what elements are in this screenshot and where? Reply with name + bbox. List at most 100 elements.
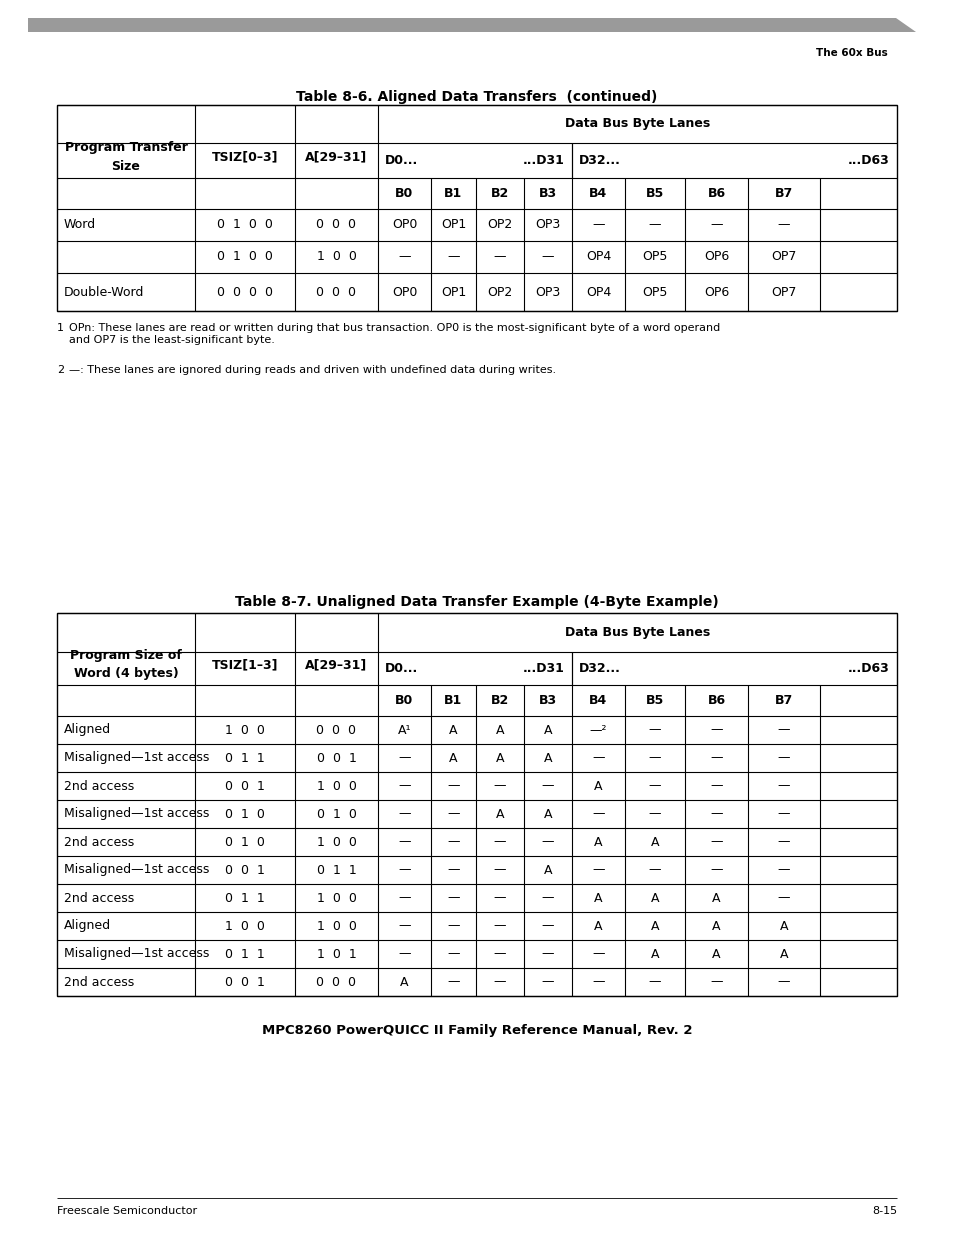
Text: A¹: A¹: [397, 724, 411, 736]
Text: —: —: [397, 920, 411, 932]
Text: —: —: [777, 219, 789, 231]
Text: 0  1  1: 0 1 1: [225, 752, 265, 764]
Text: OP7: OP7: [771, 251, 796, 263]
Text: 0  1  1: 0 1 1: [316, 863, 356, 877]
Text: —: —: [709, 808, 722, 820]
Text: A: A: [496, 808, 504, 820]
Text: A: A: [712, 947, 720, 961]
Text: A: A: [496, 724, 504, 736]
Text: A: A: [712, 892, 720, 904]
Text: A: A: [449, 724, 457, 736]
Text: A: A: [594, 779, 602, 793]
Text: 0  0  0: 0 0 0: [316, 724, 356, 736]
Text: 0  1  0  0: 0 1 0 0: [217, 219, 273, 231]
Text: B2: B2: [491, 694, 509, 706]
Text: 0  0  1: 0 0 1: [225, 779, 265, 793]
Text: —: —: [447, 976, 459, 988]
Text: —: —: [494, 892, 506, 904]
Text: Freescale Semiconductor: Freescale Semiconductor: [57, 1207, 197, 1216]
Text: —: —: [709, 976, 722, 988]
Text: Misaligned—1st access: Misaligned—1st access: [64, 863, 209, 877]
Text: —: —: [397, 863, 411, 877]
Text: OP0: OP0: [392, 219, 416, 231]
Text: 0  1  1: 0 1 1: [225, 892, 265, 904]
Text: —: —: [648, 976, 660, 988]
Text: —: —: [397, 836, 411, 848]
Text: 0  1  0: 0 1 0: [316, 808, 356, 820]
Text: —: —: [592, 752, 604, 764]
Text: B3: B3: [538, 694, 557, 706]
Text: 1  0  0: 1 0 0: [225, 920, 265, 932]
Text: A[29–31]: A[29–31]: [305, 151, 367, 163]
Text: —: —: [494, 779, 506, 793]
Text: MPC8260 PowerQUICC II Family Reference Manual, Rev. 2: MPC8260 PowerQUICC II Family Reference M…: [261, 1024, 692, 1037]
Text: —: —: [777, 863, 789, 877]
Text: 1  0  1: 1 0 1: [316, 947, 356, 961]
Bar: [57, 105, 896, 311]
Text: B4: B4: [589, 186, 607, 200]
Text: —: —: [397, 779, 411, 793]
Text: TSIZ[1–3]: TSIZ[1–3]: [212, 658, 278, 671]
Text: 2nd access: 2nd access: [64, 836, 134, 848]
Text: Data Bus Byte Lanes: Data Bus Byte Lanes: [564, 117, 709, 131]
Text: —: —: [397, 251, 411, 263]
Text: D0...: D0...: [385, 662, 417, 676]
Text: —: —: [447, 779, 459, 793]
Text: ...D63: ...D63: [847, 154, 889, 167]
Text: OP4: OP4: [585, 251, 611, 263]
Text: —: —: [648, 724, 660, 736]
Text: Misaligned—1st access: Misaligned—1st access: [64, 752, 209, 764]
Text: A: A: [594, 836, 602, 848]
Text: ...D31: ...D31: [522, 154, 564, 167]
Text: 1  0  0: 1 0 0: [316, 836, 356, 848]
Text: 0  0  1: 0 0 1: [225, 863, 265, 877]
Text: 0  0  1: 0 0 1: [316, 752, 356, 764]
Text: B7: B7: [774, 694, 792, 706]
Text: B0: B0: [395, 694, 414, 706]
Text: —: —: [648, 219, 660, 231]
Polygon shape: [28, 19, 915, 32]
Text: 0  1  0  0: 0 1 0 0: [217, 251, 273, 263]
Text: —: —: [592, 947, 604, 961]
Text: A: A: [543, 808, 552, 820]
Text: 1  0  0: 1 0 0: [316, 920, 356, 932]
Text: Data Bus Byte Lanes: Data Bus Byte Lanes: [564, 626, 709, 638]
Text: A[29–31]: A[29–31]: [305, 658, 367, 671]
Text: 2: 2: [57, 366, 64, 375]
Text: —: —: [709, 219, 722, 231]
Text: —: These lanes are ignored during reads and driven with undefined data during wr: —: These lanes are ignored during reads …: [69, 366, 556, 375]
Text: 1: 1: [57, 324, 64, 333]
Text: OP5: OP5: [641, 251, 667, 263]
Text: Program Transfer
Size: Program Transfer Size: [65, 142, 187, 173]
Text: —: —: [494, 836, 506, 848]
Text: A: A: [496, 752, 504, 764]
Text: —²: —²: [589, 724, 607, 736]
Text: 1  0  0: 1 0 0: [316, 892, 356, 904]
Text: OP1: OP1: [440, 219, 466, 231]
Text: —: —: [648, 752, 660, 764]
Text: A: A: [650, 836, 659, 848]
Text: 8-15: 8-15: [871, 1207, 896, 1216]
Text: —: —: [494, 251, 506, 263]
Text: —: —: [494, 976, 506, 988]
Text: —: —: [648, 808, 660, 820]
Text: OP3: OP3: [535, 285, 560, 299]
Text: D0...: D0...: [385, 154, 417, 167]
Text: B2: B2: [491, 186, 509, 200]
Text: —: —: [777, 976, 789, 988]
Text: 2nd access: 2nd access: [64, 779, 134, 793]
Text: Double-Word: Double-Word: [64, 285, 144, 299]
Text: OP2: OP2: [487, 219, 512, 231]
Text: —: —: [447, 808, 459, 820]
Text: —: —: [494, 920, 506, 932]
Text: A: A: [712, 920, 720, 932]
Text: B6: B6: [707, 186, 725, 200]
Text: Misaligned—1st access: Misaligned—1st access: [64, 947, 209, 961]
Text: OP1: OP1: [440, 285, 466, 299]
Text: —: —: [447, 920, 459, 932]
Text: —: —: [592, 976, 604, 988]
Text: A: A: [449, 752, 457, 764]
Text: ...D31: ...D31: [522, 662, 564, 676]
Text: B1: B1: [444, 186, 462, 200]
Text: —: —: [777, 808, 789, 820]
